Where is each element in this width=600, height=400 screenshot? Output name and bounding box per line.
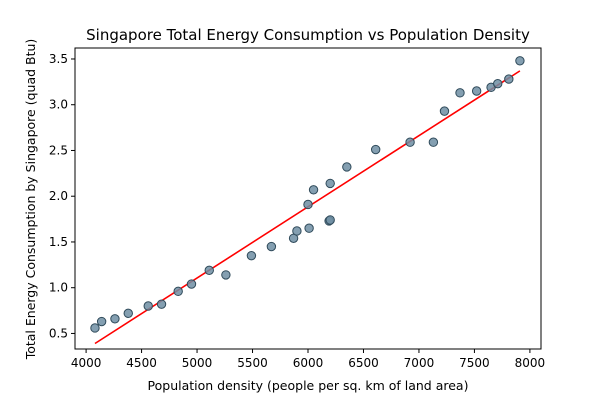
x-tick-label: 7000 — [404, 356, 435, 370]
data-point — [428, 137, 439, 147]
data-point — [246, 250, 257, 261]
y-tick-label: 0.5 — [49, 326, 68, 340]
plot-area — [90, 56, 525, 345]
data-point — [439, 106, 450, 116]
x-tick-label: 7500 — [459, 356, 490, 370]
data-point — [110, 314, 120, 324]
x-tick-label: 6000 — [293, 356, 324, 370]
y-tick-label: 2.0 — [49, 189, 68, 203]
x-tick-label: 4000 — [71, 356, 102, 370]
data-point — [504, 74, 514, 84]
data-point — [325, 215, 335, 225]
data-point — [173, 286, 183, 297]
y-tick-label: 1.5 — [49, 235, 68, 249]
data-point — [325, 178, 335, 189]
data-point — [471, 86, 482, 96]
data-point — [96, 316, 107, 327]
y-tick-label: 1.0 — [49, 281, 68, 295]
data-point — [90, 323, 100, 333]
y-axis-label: Total Energy Consumption by Singapore (q… — [23, 39, 38, 361]
chart-title: Singapore Total Energy Consumption vs Po… — [86, 26, 530, 44]
data-point — [493, 78, 503, 89]
y-tick-label: 2.5 — [49, 143, 68, 157]
x-tick-label: 5500 — [237, 356, 268, 370]
data-point — [405, 137, 415, 147]
data-point — [455, 88, 465, 98]
y-tick-label: 3.5 — [49, 52, 68, 66]
x-tick-label: 5000 — [182, 356, 213, 370]
data-point — [143, 301, 153, 311]
data-point — [186, 279, 197, 289]
x-axis-label: Population density (people per sq. km of… — [148, 378, 469, 393]
data-point — [370, 144, 381, 155]
y-axis: 0.5 1.0 1.5 2.0 2.5 3.0 3.5 — [49, 52, 75, 340]
data-point — [221, 270, 231, 280]
data-point — [308, 185, 319, 195]
data-point — [303, 199, 313, 210]
data-point — [515, 56, 525, 66]
data-point — [123, 308, 133, 319]
x-tick-label: 4500 — [126, 356, 157, 370]
data-point — [266, 241, 277, 252]
data-point — [342, 162, 352, 172]
y-tick-label: 3.0 — [49, 98, 68, 112]
x-axis: 4000 4500 5000 5500 6000 6500 7000 7500 8000 — [71, 349, 545, 370]
data-point — [304, 223, 314, 233]
data-point — [292, 226, 302, 236]
x-tick-label: 8000 — [515, 356, 546, 370]
data-point — [156, 299, 167, 309]
x-tick-label: 6500 — [348, 356, 379, 370]
data-point — [204, 265, 214, 276]
